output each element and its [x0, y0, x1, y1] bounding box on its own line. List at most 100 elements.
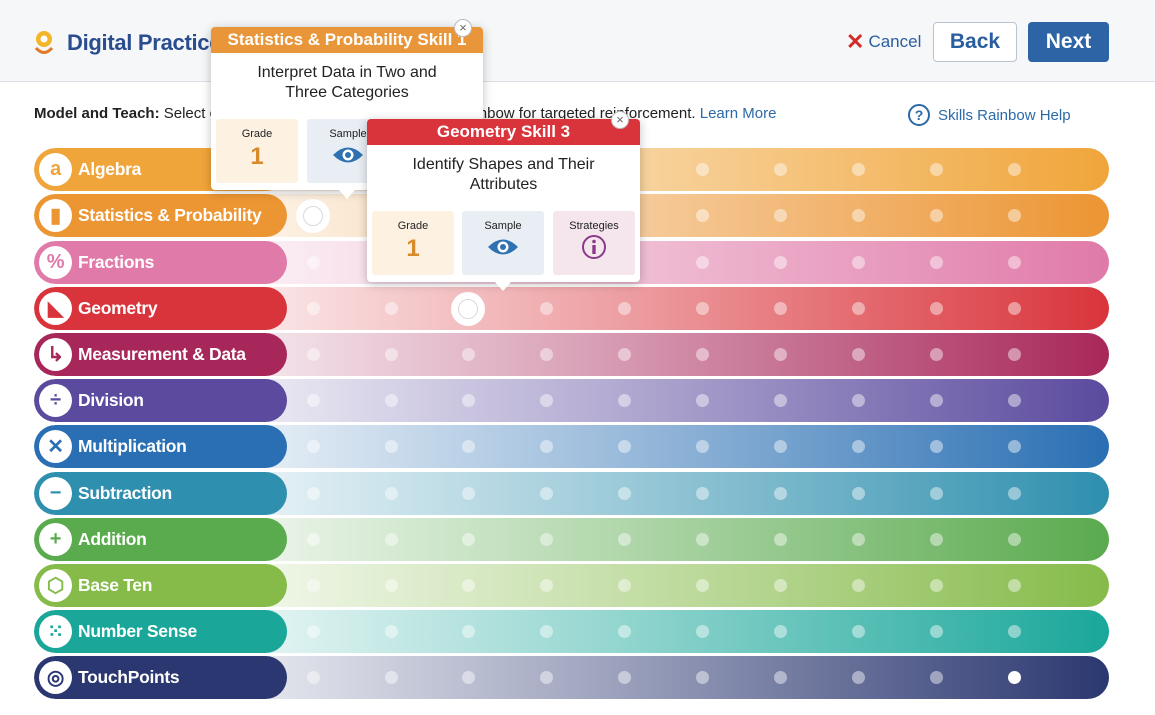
skill-dot[interactable] [384, 533, 398, 546]
skill-dot[interactable] [384, 625, 398, 638]
row-label[interactable]: ▮ Statistics & Probability [34, 194, 287, 237]
skill-dot[interactable] [851, 256, 865, 269]
skill-dot[interactable] [695, 625, 709, 638]
skill-dot[interactable] [773, 440, 787, 453]
close-popup-button[interactable]: × [611, 111, 629, 129]
skill-dot[interactable] [461, 348, 475, 361]
skill-dot[interactable] [773, 671, 787, 684]
row-label[interactable]: ÷ Division [34, 379, 287, 422]
skill-dot[interactable] [617, 394, 631, 407]
row-label[interactable]: + Addition [34, 518, 287, 561]
skill-dot[interactable] [306, 533, 320, 546]
skill-dot[interactable] [929, 579, 943, 592]
skill-dot[interactable] [306, 302, 320, 315]
skill-dot[interactable] [929, 209, 943, 222]
skill-dot[interactable] [695, 394, 709, 407]
skill-dot[interactable] [695, 256, 709, 269]
skill-dot[interactable] [384, 671, 398, 684]
skill-dot[interactable] [695, 209, 709, 222]
row-label[interactable]: ↳ Measurement & Data [34, 333, 287, 376]
skill-dot[interactable] [384, 487, 398, 500]
skill-dot[interactable] [306, 487, 320, 500]
skill-dot[interactable] [851, 302, 865, 315]
strategies-card[interactable]: Strategies [553, 211, 635, 275]
skill-dot[interactable] [461, 487, 475, 500]
row-label[interactable]: ◎ TouchPoints [34, 656, 287, 699]
skill-dot[interactable] [1007, 671, 1021, 684]
skill-dot[interactable] [461, 579, 475, 592]
skill-dot[interactable] [617, 625, 631, 638]
skill-dot[interactable] [695, 671, 709, 684]
skill-dot[interactable] [929, 625, 943, 638]
skill-dot[interactable] [695, 163, 709, 176]
skill-dot[interactable] [929, 487, 943, 500]
skill-dot[interactable] [773, 625, 787, 638]
cancel-button[interactable]: ✕ Cancel [846, 30, 921, 54]
skill-dot[interactable] [851, 533, 865, 546]
skill-dot[interactable] [306, 625, 320, 638]
skill-dot[interactable] [773, 302, 787, 315]
skill-dot[interactable] [929, 533, 943, 546]
skill-dot[interactable] [461, 625, 475, 638]
skill-dot[interactable] [1007, 348, 1021, 361]
skill-dot[interactable] [384, 394, 398, 407]
skill-dot[interactable] [851, 440, 865, 453]
skill-dot[interactable] [617, 579, 631, 592]
skill-dot[interactable] [384, 579, 398, 592]
skill-dot[interactable] [539, 579, 553, 592]
skill-dot[interactable] [384, 302, 398, 315]
skill-dot[interactable] [617, 348, 631, 361]
skill-dot[interactable] [695, 348, 709, 361]
skill-dot[interactable] [695, 579, 709, 592]
skill-dot[interactable] [461, 440, 475, 453]
row-label[interactable]: − Subtraction [34, 472, 287, 515]
row-label[interactable]: ⁙ Number Sense [34, 610, 287, 653]
skill-dot[interactable] [539, 671, 553, 684]
skill-dot[interactable] [617, 671, 631, 684]
sample-card[interactable]: Sample [462, 211, 544, 275]
skill-dot[interactable] [539, 533, 553, 546]
skill-dot[interactable] [617, 533, 631, 546]
skill-dot[interactable] [1007, 625, 1021, 638]
skill-dot[interactable] [929, 440, 943, 453]
row-label[interactable]: ◣ Geometry [34, 287, 287, 330]
skill-dot[interactable] [929, 163, 943, 176]
skill-dot[interactable] [306, 348, 320, 361]
skill-dot[interactable] [384, 348, 398, 361]
skill-dot[interactable] [306, 256, 320, 269]
skill-dot[interactable] [851, 487, 865, 500]
skill-dot[interactable] [929, 302, 943, 315]
skill-dot[interactable] [1007, 302, 1021, 315]
skill-dot[interactable] [384, 440, 398, 453]
skill-dot[interactable] [929, 671, 943, 684]
skill-dot[interactable] [1007, 487, 1021, 500]
skill-dot[interactable] [773, 487, 787, 500]
skills-rainbow-help[interactable]: ? Skills Rainbow Help [908, 104, 1071, 126]
skill-dot[interactable] [617, 487, 631, 500]
skill-dot[interactable] [929, 256, 943, 269]
skill-dot[interactable] [539, 348, 553, 361]
skill-dot[interactable] [851, 209, 865, 222]
skill-dot[interactable] [773, 533, 787, 546]
skill-dot[interactable] [539, 302, 553, 315]
skill-dot[interactable] [1007, 533, 1021, 546]
skill-dot[interactable] [1007, 579, 1021, 592]
skill-dot[interactable] [695, 302, 709, 315]
skill-dot[interactable] [929, 394, 943, 407]
selected-skill-dot[interactable] [451, 291, 485, 326]
skill-dot[interactable] [851, 348, 865, 361]
skill-dot[interactable] [773, 579, 787, 592]
skill-dot[interactable] [306, 671, 320, 684]
skill-dot[interactable] [851, 163, 865, 176]
skill-dot[interactable] [306, 579, 320, 592]
skill-dot[interactable] [851, 394, 865, 407]
skill-dot[interactable] [1007, 209, 1021, 222]
back-button[interactable]: Back [933, 22, 1017, 62]
skill-dot[interactable] [461, 671, 475, 684]
skill-dot[interactable] [461, 533, 475, 546]
skill-dot[interactable] [695, 533, 709, 546]
skill-dot[interactable] [1007, 394, 1021, 407]
skill-dot[interactable] [773, 348, 787, 361]
skill-dot[interactable] [539, 394, 553, 407]
row-label[interactable]: % Fractions [34, 241, 287, 284]
